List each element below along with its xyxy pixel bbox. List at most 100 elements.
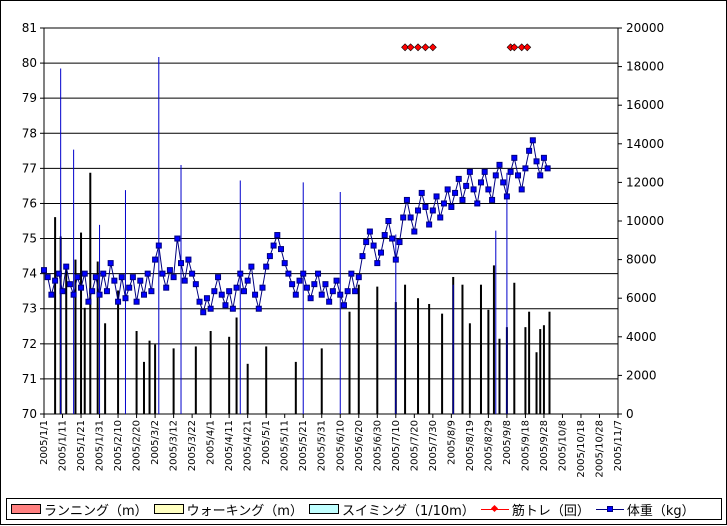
weight-point [292,291,299,298]
weight-point [152,256,159,263]
legend-item-running: ランニング（m） [11,500,148,519]
weight-point [515,172,522,179]
weight-square-icon [606,506,613,512]
weight-point [70,291,77,298]
weight-point [315,270,322,277]
weight-point [355,274,362,281]
weight-point [166,267,173,274]
weight-point [415,207,422,214]
weight-point [544,165,551,172]
running-bar [357,284,360,414]
strength-marker [517,43,526,52]
x-tick-label: 2005/10/28 [594,420,605,478]
weight-point [500,179,507,186]
weight-point [181,277,188,284]
y2-tick-label: 10000 [626,214,664,228]
y-tick-label: 79 [22,91,37,105]
weight-point [263,263,270,270]
weight-point [418,189,425,196]
weight-point [366,228,373,235]
running-bar [539,329,542,414]
weight-point [529,137,536,144]
weight-point [48,291,55,298]
weight-point [41,267,47,274]
weight-point [200,309,207,316]
running-bar [54,217,57,414]
weight-point [89,288,96,295]
weight-point [244,277,251,284]
running-bar [487,309,490,414]
weight-point [155,242,162,249]
running-bar [479,284,482,414]
weight-point [396,239,403,246]
x-tick-label: 2005/6/10 [335,420,346,471]
weight-point [289,281,296,288]
weight-point [322,281,329,288]
weight-point [318,291,325,298]
running-bar [441,313,444,414]
y2-tick-label: 8000 [626,253,657,267]
weight-point [374,260,381,267]
weight-point [392,256,399,263]
x-tick-label: 2005/4/11 [224,420,235,471]
running-bar [154,344,157,414]
y2-tick-label: 0 [626,407,634,421]
running-bar [104,323,107,414]
x-tick-label: 2005/7/10 [391,420,402,471]
weight-point [237,270,244,277]
x-tick-label: 2005/8/19 [465,420,476,471]
plot-area [43,27,619,415]
running-bar [80,232,83,414]
weight-point [137,277,144,284]
weight-point [144,270,151,277]
weight-point [248,263,255,270]
weight-point [329,288,336,295]
x-tick-label: 2005/4/21 [243,420,254,471]
weight-point [185,256,192,263]
x-tick-label: 2005/9/28 [539,420,550,471]
weight-point [466,168,473,175]
legend-item-strength: .k1::before{background:#ff0000} 筋トレ（回） [480,500,590,519]
weight-point [66,281,73,288]
weight-point [448,203,455,210]
weight-point [455,175,462,182]
weight-point [255,305,262,312]
running-bar [348,311,351,414]
running-bar [542,325,545,414]
weight-point [340,302,347,309]
strength-marker [510,43,519,52]
weight-point [381,232,388,239]
weight-point [192,281,199,288]
weight-point [211,288,218,295]
weight-point [103,288,110,295]
weight-point [407,214,414,221]
y-tick-label: 72 [22,337,37,351]
running-bar [83,307,86,414]
running-bar [135,331,138,414]
y-tick-label: 80 [22,56,37,70]
strength-line-key: .k1::before{background:#ff0000} [480,504,509,514]
weight-point [44,274,51,281]
weight-point [311,281,318,288]
weight-point [226,288,233,295]
weight-point [129,274,136,281]
weight-point [203,295,210,302]
y-tick-label: 78 [22,126,37,140]
weight-point [489,196,496,203]
weight-point [163,284,170,291]
x-tick-label: 2005/8/9 [446,420,457,465]
running-bar [142,361,145,414]
weight-point [281,260,288,267]
strength-marker [421,43,430,52]
weight-point [337,291,344,298]
weight-point [533,158,540,165]
running-bar [235,317,238,414]
strength-marker [414,43,422,52]
weight-point [440,200,447,207]
weight-point [52,277,59,284]
y-tick-label: 74 [22,267,37,281]
weight-point [252,291,259,298]
weight-point [63,263,70,270]
weight-point [100,270,107,277]
